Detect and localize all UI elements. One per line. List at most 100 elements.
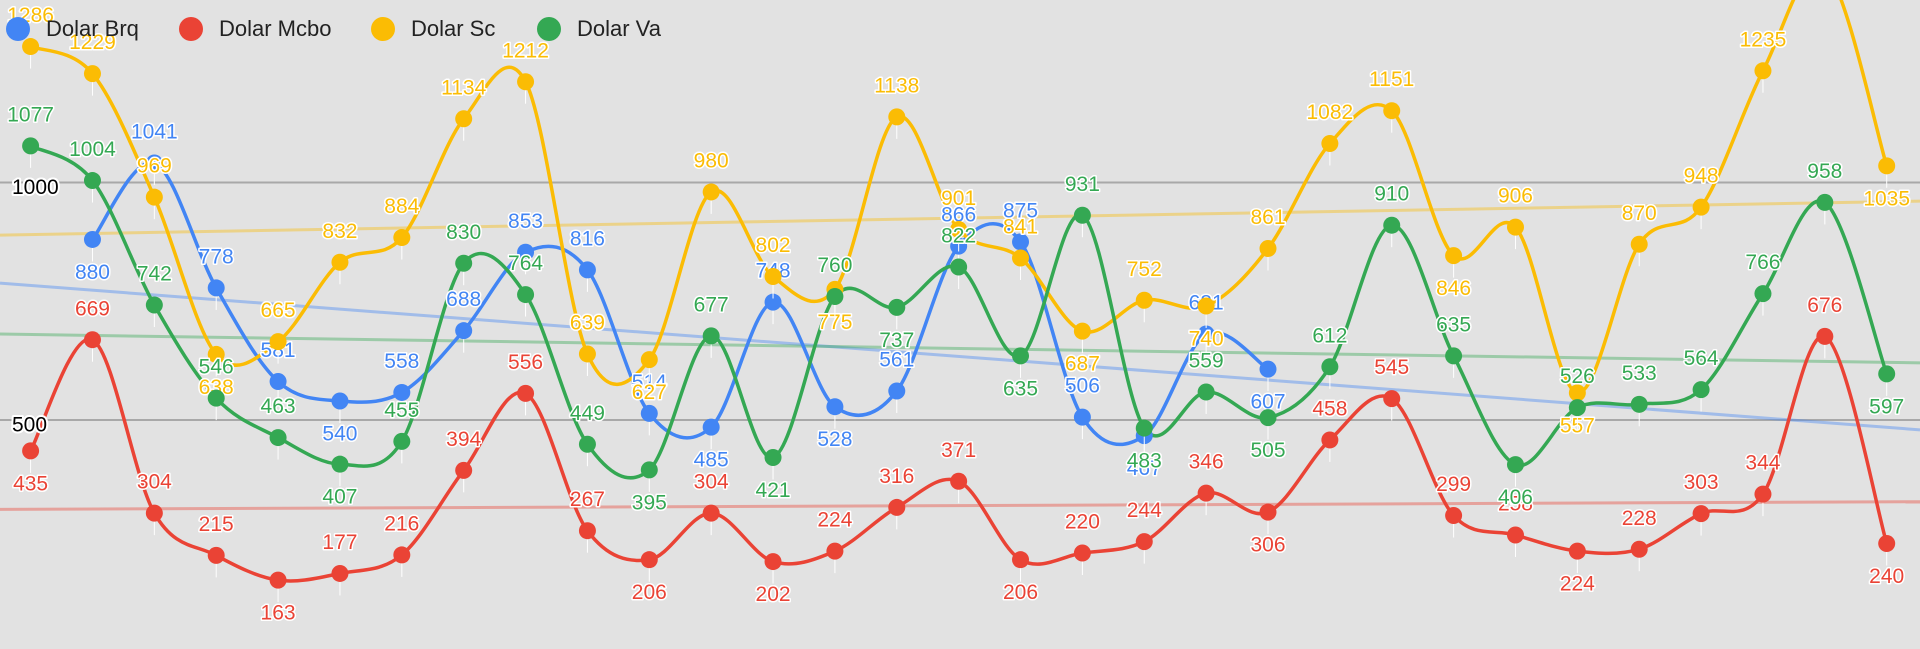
- data-label: 866: [941, 204, 976, 227]
- data-point: [1012, 233, 1030, 251]
- legend-label: Dolar Brq: [46, 16, 139, 41]
- data-point: [1259, 239, 1277, 257]
- data-label: 846: [1436, 277, 1471, 300]
- data-point: [1754, 485, 1772, 503]
- y-tick-label: 1000: [12, 176, 59, 199]
- legend-marker: [537, 17, 561, 41]
- data-point: [145, 154, 163, 172]
- data-point: [145, 504, 163, 522]
- data-label: 220: [1065, 511, 1100, 534]
- data-point: [83, 331, 101, 349]
- data-point: [1259, 409, 1277, 427]
- data-label: 258: [1498, 493, 1533, 516]
- data-point: [331, 253, 349, 271]
- data-point: [517, 73, 535, 91]
- data-point: [269, 373, 287, 391]
- data-label: 742: [137, 263, 172, 286]
- data-point: [702, 327, 720, 345]
- data-label: 514: [632, 371, 667, 394]
- data-label: 406: [1498, 486, 1533, 509]
- data-point: [888, 108, 906, 126]
- data-point: [1321, 431, 1339, 449]
- data-label: 669: [75, 297, 110, 320]
- data-point: [1012, 249, 1030, 267]
- data-label: 306: [1250, 534, 1285, 557]
- data-label: 558: [384, 350, 419, 373]
- data-label: 449: [570, 402, 605, 425]
- data-point: [1197, 484, 1215, 502]
- data-label: 980: [694, 149, 729, 172]
- data-label: 766: [1745, 251, 1780, 274]
- data-point: [888, 382, 906, 400]
- data-label: 540: [322, 423, 357, 446]
- data-label: 832: [322, 220, 357, 243]
- data-label: 635: [1003, 377, 1038, 400]
- data-point: [145, 296, 163, 314]
- data-label: 841: [1003, 216, 1038, 239]
- data-label: 559: [1189, 350, 1224, 373]
- data-label: 737: [879, 329, 914, 352]
- data-label: 395: [632, 491, 667, 514]
- y-tick-label: 500: [12, 414, 47, 437]
- data-label: 244: [1127, 499, 1162, 522]
- data-label: 597: [1869, 395, 1904, 418]
- data-point: [640, 461, 658, 479]
- data-label: 344: [1745, 452, 1780, 475]
- data-point: [1012, 551, 1030, 569]
- data-label: 775: [817, 311, 852, 334]
- data-label: 760: [817, 254, 852, 277]
- data-label: 875: [1003, 199, 1038, 222]
- data-label: 304: [137, 471, 172, 494]
- data-point: [517, 286, 535, 304]
- data-point: [1754, 62, 1772, 80]
- data-label: 1151: [1369, 68, 1414, 91]
- data-label: 1235: [1740, 28, 1787, 51]
- data-label: 215: [199, 513, 234, 536]
- data-label: 870: [1622, 202, 1657, 225]
- data-label: 1138: [874, 74, 919, 97]
- data-point: [83, 172, 101, 190]
- data-label: 505: [1250, 439, 1285, 462]
- data-point: [455, 322, 473, 340]
- data-point: [1630, 540, 1648, 558]
- data-label: 901: [941, 187, 976, 210]
- legend: Dolar Brq Dolar Mcbo Dolar Sc Dolar Va: [6, 16, 662, 41]
- data-label: 394: [446, 428, 481, 451]
- data-point: [1506, 456, 1524, 474]
- data-point: [1073, 544, 1091, 562]
- data-label: 467: [1127, 457, 1162, 480]
- data-point: [1073, 206, 1091, 224]
- data-label: 816: [570, 227, 605, 250]
- data-point: [640, 551, 658, 569]
- data-label: 638: [199, 376, 234, 399]
- data-label: 267: [570, 488, 605, 511]
- data-point: [578, 435, 596, 453]
- data-point: [331, 455, 349, 473]
- data-label: 228: [1622, 507, 1657, 530]
- data-label: 216: [384, 512, 419, 535]
- data-label: 545: [1374, 356, 1409, 379]
- data-label: 526: [1560, 365, 1595, 388]
- data-label: 665: [261, 299, 296, 322]
- data-label: 1212: [502, 39, 549, 62]
- data-point: [888, 298, 906, 316]
- data-label: 1082: [1307, 101, 1354, 124]
- data-point: [1692, 198, 1710, 216]
- data-point: [455, 110, 473, 128]
- data-point: [1321, 134, 1339, 152]
- data-label: 688: [446, 288, 481, 311]
- data-label: 299: [1436, 473, 1471, 496]
- data-point: [393, 546, 411, 564]
- data-point: [950, 472, 968, 490]
- data-point: [269, 333, 287, 351]
- data-point: [1383, 102, 1401, 120]
- data-point: [455, 254, 473, 272]
- data-label: 455: [384, 399, 419, 422]
- data-label: 687: [1065, 353, 1100, 376]
- data-label: 421: [756, 479, 791, 502]
- data-label: 1035: [1863, 187, 1910, 210]
- data-point: [393, 432, 411, 450]
- data-label: 910: [1374, 183, 1409, 206]
- legend-label: Dolar Sc: [411, 16, 495, 41]
- data-point: [1568, 399, 1586, 417]
